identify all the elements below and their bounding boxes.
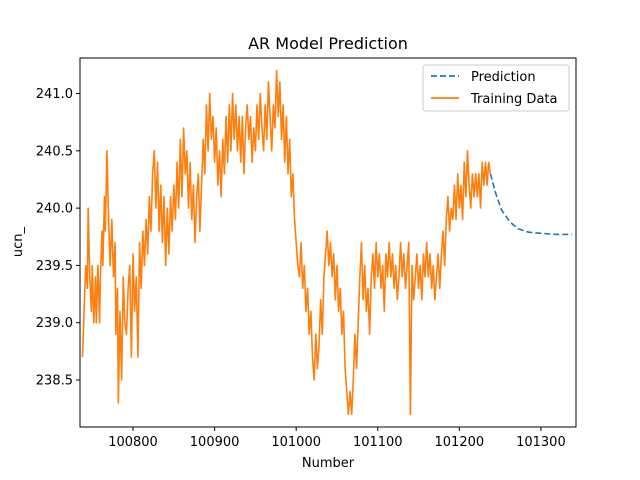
y-tick-label: 238.5 (36, 374, 73, 389)
x-tick-label: 101000 (271, 435, 321, 450)
training-data-series-line (81, 69, 492, 416)
y-axis-ticks: 238.5 239.0 239.5 240.0 240.5 241.0 (36, 87, 80, 389)
y-tick-label: 240.0 (36, 202, 73, 217)
legend-box (422, 64, 570, 112)
plot-area (79, 57, 577, 428)
x-tick-label: 100800 (108, 435, 158, 450)
x-tick-label: 100900 (190, 435, 240, 450)
plot-frame (79, 57, 577, 428)
x-axis-ticks: 100800 100900 101000 101100 101200 101300 (108, 427, 566, 450)
chart-title: AR Model Prediction (248, 34, 408, 53)
legend: Prediction Training Data (422, 64, 570, 112)
y-axis-label: ucn_ (11, 226, 26, 257)
series-layer (81, 69, 572, 416)
x-tick-label: 101200 (435, 435, 485, 450)
y-tick-label: 240.5 (36, 144, 73, 159)
prediction-series-line (489, 173, 572, 236)
x-tick-label: 101100 (353, 435, 403, 450)
legend-label-training: Training Data (470, 92, 557, 107)
x-tick-label: 101300 (516, 435, 566, 450)
y-tick-label: 241.0 (36, 87, 73, 102)
y-tick-label: 239.0 (36, 316, 73, 331)
x-axis-label: Number (302, 456, 355, 471)
legend-label-prediction: Prediction (471, 70, 536, 85)
y-tick-label: 239.5 (36, 259, 73, 274)
